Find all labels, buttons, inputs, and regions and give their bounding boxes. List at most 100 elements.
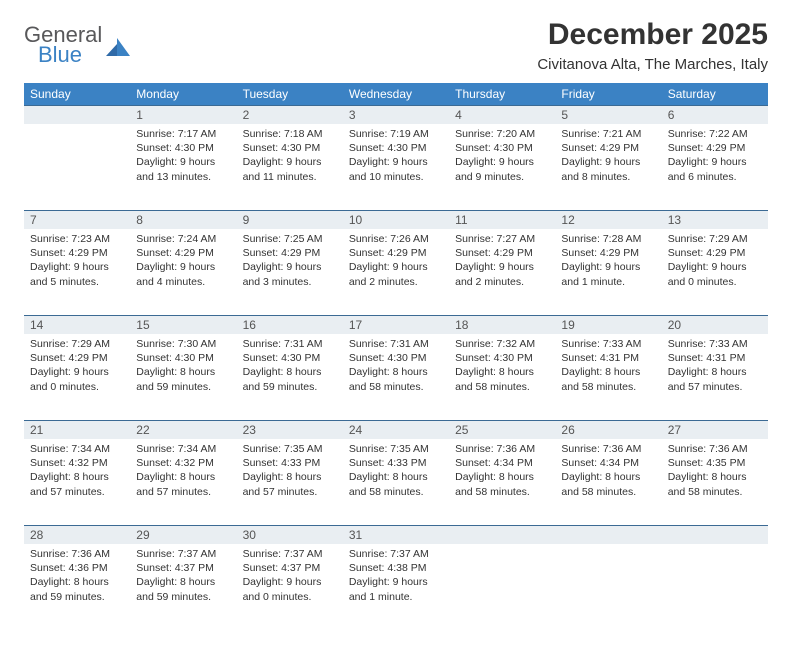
week-row: Sunrise: 7:17 AMSunset: 4:30 PMDaylight:… bbox=[24, 124, 768, 211]
day-number bbox=[555, 526, 661, 545]
day-number: 18 bbox=[449, 316, 555, 335]
weekday-header: Sunday bbox=[24, 83, 130, 106]
dl2-text: and 8 minutes. bbox=[561, 170, 655, 184]
header-row: General Blue December 2025 Civitanova Al… bbox=[24, 18, 768, 83]
sunset-text: Sunset: 4:33 PM bbox=[243, 456, 337, 470]
dl2-text: and 57 minutes. bbox=[668, 380, 762, 394]
day-content: Sunrise: 7:34 AMSunset: 4:32 PMDaylight:… bbox=[24, 439, 130, 505]
day-number: 13 bbox=[662, 211, 768, 230]
sunset-text: Sunset: 4:37 PM bbox=[243, 561, 337, 575]
sunrise-text: Sunrise: 7:37 AM bbox=[136, 547, 230, 561]
sunset-text: Sunset: 4:35 PM bbox=[668, 456, 762, 470]
day-number: 2 bbox=[237, 106, 343, 125]
day-content: Sunrise: 7:20 AMSunset: 4:30 PMDaylight:… bbox=[449, 124, 555, 190]
dl2-text: and 2 minutes. bbox=[349, 275, 443, 289]
day-cell: Sunrise: 7:24 AMSunset: 4:29 PMDaylight:… bbox=[130, 229, 236, 316]
day-cell: Sunrise: 7:28 AMSunset: 4:29 PMDaylight:… bbox=[555, 229, 661, 316]
day-content: Sunrise: 7:36 AMSunset: 4:34 PMDaylight:… bbox=[449, 439, 555, 505]
dl1-text: Daylight: 8 hours bbox=[136, 365, 230, 379]
day-content: Sunrise: 7:36 AMSunset: 4:35 PMDaylight:… bbox=[662, 439, 768, 505]
day-content: Sunrise: 7:25 AMSunset: 4:29 PMDaylight:… bbox=[237, 229, 343, 295]
sunset-text: Sunset: 4:34 PM bbox=[455, 456, 549, 470]
sunset-text: Sunset: 4:29 PM bbox=[668, 141, 762, 155]
weekday-header-row: Sunday Monday Tuesday Wednesday Thursday… bbox=[24, 83, 768, 106]
sunset-text: Sunset: 4:29 PM bbox=[136, 246, 230, 260]
logo-triangles-icon bbox=[106, 34, 132, 56]
day-number-row: 14151617181920 bbox=[24, 316, 768, 335]
location: Civitanova Alta, The Marches, Italy bbox=[537, 56, 768, 73]
sunset-text: Sunset: 4:30 PM bbox=[243, 141, 337, 155]
sunset-text: Sunset: 4:30 PM bbox=[136, 351, 230, 365]
sunset-text: Sunset: 4:29 PM bbox=[561, 246, 655, 260]
dl2-text: and 58 minutes. bbox=[455, 380, 549, 394]
sunrise-text: Sunrise: 7:33 AM bbox=[561, 337, 655, 351]
day-cell: Sunrise: 7:37 AMSunset: 4:37 PMDaylight:… bbox=[237, 544, 343, 630]
day-number: 16 bbox=[237, 316, 343, 335]
day-cell: Sunrise: 7:35 AMSunset: 4:33 PMDaylight:… bbox=[237, 439, 343, 526]
dl2-text: and 57 minutes. bbox=[136, 485, 230, 499]
day-number: 22 bbox=[130, 421, 236, 440]
dl2-text: and 5 minutes. bbox=[30, 275, 124, 289]
sunrise-text: Sunrise: 7:29 AM bbox=[30, 337, 124, 351]
day-content: Sunrise: 7:28 AMSunset: 4:29 PMDaylight:… bbox=[555, 229, 661, 295]
dl2-text: and 9 minutes. bbox=[455, 170, 549, 184]
sunset-text: Sunset: 4:29 PM bbox=[668, 246, 762, 260]
sunset-text: Sunset: 4:29 PM bbox=[561, 141, 655, 155]
day-number-row: 21222324252627 bbox=[24, 421, 768, 440]
dl1-text: Daylight: 9 hours bbox=[243, 155, 337, 169]
logo-text: General Blue bbox=[24, 24, 102, 66]
sunset-text: Sunset: 4:38 PM bbox=[349, 561, 443, 575]
dl2-text: and 59 minutes. bbox=[243, 380, 337, 394]
day-number: 4 bbox=[449, 106, 555, 125]
day-number: 1 bbox=[130, 106, 236, 125]
logo: General Blue bbox=[24, 24, 132, 66]
dl1-text: Daylight: 9 hours bbox=[136, 155, 230, 169]
sunset-text: Sunset: 4:30 PM bbox=[455, 351, 549, 365]
day-cell: Sunrise: 7:36 AMSunset: 4:36 PMDaylight:… bbox=[24, 544, 130, 630]
sunrise-text: Sunrise: 7:31 AM bbox=[243, 337, 337, 351]
day-content: Sunrise: 7:24 AMSunset: 4:29 PMDaylight:… bbox=[130, 229, 236, 295]
dl1-text: Daylight: 9 hours bbox=[136, 260, 230, 274]
dl1-text: Daylight: 9 hours bbox=[243, 575, 337, 589]
calendar-table: Sunday Monday Tuesday Wednesday Thursday… bbox=[24, 83, 768, 630]
sunrise-text: Sunrise: 7:36 AM bbox=[561, 442, 655, 456]
day-cell: Sunrise: 7:22 AMSunset: 4:29 PMDaylight:… bbox=[662, 124, 768, 211]
dl2-text: and 13 minutes. bbox=[136, 170, 230, 184]
dl1-text: Daylight: 9 hours bbox=[349, 575, 443, 589]
dl2-text: and 58 minutes. bbox=[668, 485, 762, 499]
dl2-text: and 59 minutes. bbox=[30, 590, 124, 604]
dl1-text: Daylight: 9 hours bbox=[561, 155, 655, 169]
day-number: 30 bbox=[237, 526, 343, 545]
day-cell: Sunrise: 7:31 AMSunset: 4:30 PMDaylight:… bbox=[237, 334, 343, 421]
day-number: 29 bbox=[130, 526, 236, 545]
dl1-text: Daylight: 9 hours bbox=[243, 260, 337, 274]
week-row: Sunrise: 7:29 AMSunset: 4:29 PMDaylight:… bbox=[24, 334, 768, 421]
day-cell bbox=[555, 544, 661, 630]
sunset-text: Sunset: 4:29 PM bbox=[349, 246, 443, 260]
day-cell bbox=[24, 124, 130, 211]
title-block: December 2025 Civitanova Alta, The March… bbox=[537, 18, 768, 83]
day-number: 8 bbox=[130, 211, 236, 230]
dl1-text: Daylight: 8 hours bbox=[136, 575, 230, 589]
day-number: 24 bbox=[343, 421, 449, 440]
sunrise-text: Sunrise: 7:35 AM bbox=[243, 442, 337, 456]
sunrise-text: Sunrise: 7:20 AM bbox=[455, 127, 549, 141]
dl1-text: Daylight: 8 hours bbox=[30, 470, 124, 484]
day-content: Sunrise: 7:37 AMSunset: 4:37 PMDaylight:… bbox=[130, 544, 236, 610]
sunset-text: Sunset: 4:29 PM bbox=[455, 246, 549, 260]
day-content: Sunrise: 7:17 AMSunset: 4:30 PMDaylight:… bbox=[130, 124, 236, 190]
dl1-text: Daylight: 9 hours bbox=[455, 155, 549, 169]
day-cell: Sunrise: 7:35 AMSunset: 4:33 PMDaylight:… bbox=[343, 439, 449, 526]
day-number: 11 bbox=[449, 211, 555, 230]
sunrise-text: Sunrise: 7:30 AM bbox=[136, 337, 230, 351]
sunrise-text: Sunrise: 7:31 AM bbox=[349, 337, 443, 351]
day-content: Sunrise: 7:23 AMSunset: 4:29 PMDaylight:… bbox=[24, 229, 130, 295]
day-number bbox=[24, 106, 130, 125]
day-content: Sunrise: 7:30 AMSunset: 4:30 PMDaylight:… bbox=[130, 334, 236, 400]
sunrise-text: Sunrise: 7:26 AM bbox=[349, 232, 443, 246]
sunrise-text: Sunrise: 7:25 AM bbox=[243, 232, 337, 246]
day-content: Sunrise: 7:35 AMSunset: 4:33 PMDaylight:… bbox=[343, 439, 449, 505]
day-content: Sunrise: 7:22 AMSunset: 4:29 PMDaylight:… bbox=[662, 124, 768, 190]
dl2-text: and 58 minutes. bbox=[455, 485, 549, 499]
dl1-text: Daylight: 9 hours bbox=[30, 365, 124, 379]
